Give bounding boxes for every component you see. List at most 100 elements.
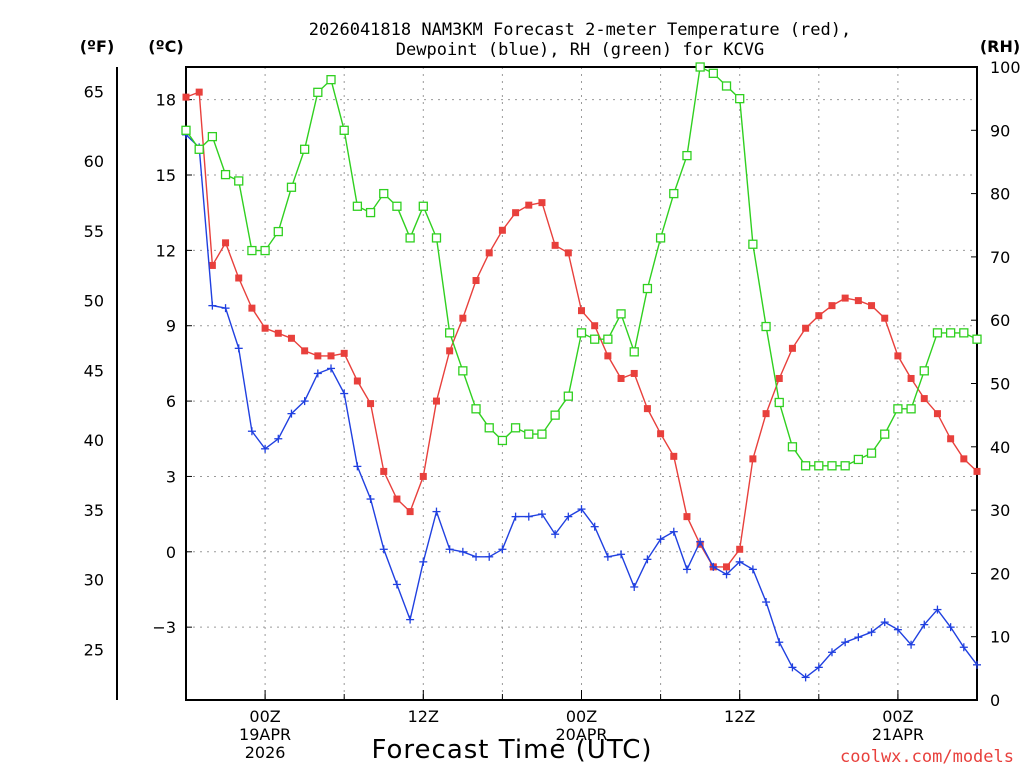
dewpoint-point xyxy=(630,582,639,591)
dewpoint-point xyxy=(445,545,454,554)
celsius-tick-label: 3 xyxy=(166,467,176,486)
temperature-point xyxy=(472,277,480,285)
dewpoint-point xyxy=(893,625,902,634)
celsius-tick-label: 12 xyxy=(156,241,176,260)
fahrenheit-tick-label: 60 xyxy=(84,152,104,171)
rh-point xyxy=(313,87,323,97)
dewpoint-point xyxy=(432,507,441,516)
dewpoint-point xyxy=(498,545,507,554)
dewpoint-point xyxy=(261,444,270,453)
temperature-point xyxy=(208,261,216,269)
temperature-point xyxy=(512,209,520,217)
dewpoint-point xyxy=(524,512,533,521)
temperature-point xyxy=(446,347,454,355)
dewpoint-point xyxy=(907,640,916,649)
temperature-point xyxy=(868,302,876,310)
rh-point xyxy=(431,233,442,243)
rh-point xyxy=(247,245,257,256)
chart-title-line-1: 2026041818 NAM3KM Forecast 2-meter Tempe… xyxy=(309,20,851,40)
temperature-point xyxy=(630,369,638,377)
rh-point xyxy=(853,454,863,465)
rh-tick-label: 80 xyxy=(990,185,1010,204)
temperature-point xyxy=(788,344,796,352)
temperature-point xyxy=(604,352,612,360)
rh-point xyxy=(471,404,481,414)
rh-point xyxy=(286,182,297,192)
dewpoint-point xyxy=(722,570,731,579)
dewpoint-point xyxy=(406,615,415,624)
temperature-point xyxy=(485,249,493,257)
x-tick-label: 19APR xyxy=(239,725,291,744)
rh-point xyxy=(181,125,191,135)
rh-point xyxy=(497,435,508,446)
dewpoint-point xyxy=(696,537,705,546)
dewpoint-point xyxy=(867,628,876,637)
rh-point xyxy=(299,144,310,154)
dewpoint-point xyxy=(946,623,955,632)
dewpoint-point xyxy=(419,557,428,566)
rh-point xyxy=(616,309,626,319)
temperature-point xyxy=(657,430,665,438)
celsius-tick-label: −3 xyxy=(152,618,176,637)
rh-point xyxy=(524,429,534,439)
rh-point xyxy=(880,429,890,439)
dewpoint-point xyxy=(920,620,929,629)
dewpoint-point xyxy=(643,555,652,564)
temperature-point xyxy=(182,93,190,101)
temperature-point xyxy=(617,374,625,382)
dewpoint-point xyxy=(735,557,744,566)
fahrenheit-tick-label: 30 xyxy=(84,571,104,590)
dewpoint-point xyxy=(617,550,626,559)
temperature-point xyxy=(736,545,744,553)
dewpoint-point xyxy=(973,660,981,669)
celsius-tick-label: 0 xyxy=(166,543,176,562)
rh-point xyxy=(629,347,639,357)
data-series xyxy=(181,62,982,682)
celsius-tick-label: 9 xyxy=(166,317,176,336)
temperature-point xyxy=(815,312,823,320)
temperature-point xyxy=(248,304,256,312)
temperature-point xyxy=(380,467,388,475)
temperature-point xyxy=(907,374,915,382)
dewpoint-point xyxy=(827,648,836,657)
x-tick-label: 00Z xyxy=(249,707,280,726)
rh-point xyxy=(273,226,283,237)
dewpoint-point xyxy=(577,505,586,514)
temperature-point xyxy=(261,324,269,332)
dewpoint-point xyxy=(287,409,296,418)
rh-point xyxy=(458,366,468,376)
dewpoint-point xyxy=(682,565,691,574)
temperature-point xyxy=(881,314,889,322)
celsius-unit-label: (ºC) xyxy=(148,37,183,56)
dewpoint-point xyxy=(353,462,362,471)
temperature-point xyxy=(222,239,230,247)
temperature-point xyxy=(578,307,585,315)
rh-point xyxy=(603,334,613,344)
temperature-point xyxy=(406,508,414,516)
x-tick-label: 2026 xyxy=(245,743,286,762)
dewpoint-point xyxy=(854,633,863,642)
fahrenheit-tick-label: 50 xyxy=(84,292,104,311)
celsius-tick-label: 15 xyxy=(156,166,176,185)
dewpoint-point xyxy=(472,552,481,561)
dewpoint-point xyxy=(801,673,810,682)
rh-point xyxy=(445,328,455,338)
rh-point xyxy=(655,233,666,243)
x-axis-label: Forecast Time (UTC) xyxy=(371,735,652,765)
series-line-dewpoint xyxy=(185,134,978,679)
dewpoint-point xyxy=(841,638,850,647)
dewpoint-point xyxy=(458,547,467,556)
fahrenheit-tick-label: 40 xyxy=(84,431,104,450)
dewpoint-point xyxy=(247,427,256,436)
temperature-point xyxy=(643,405,651,413)
rh-point xyxy=(260,245,270,256)
temperature-point xyxy=(591,322,599,330)
rh-point xyxy=(563,391,573,401)
dewpoint-point xyxy=(340,389,349,398)
rh-tick-label: 90 xyxy=(990,121,1010,140)
rh-point xyxy=(761,321,771,332)
rh-point xyxy=(748,239,758,249)
rh-point xyxy=(959,328,969,338)
temperature-point xyxy=(723,563,731,571)
